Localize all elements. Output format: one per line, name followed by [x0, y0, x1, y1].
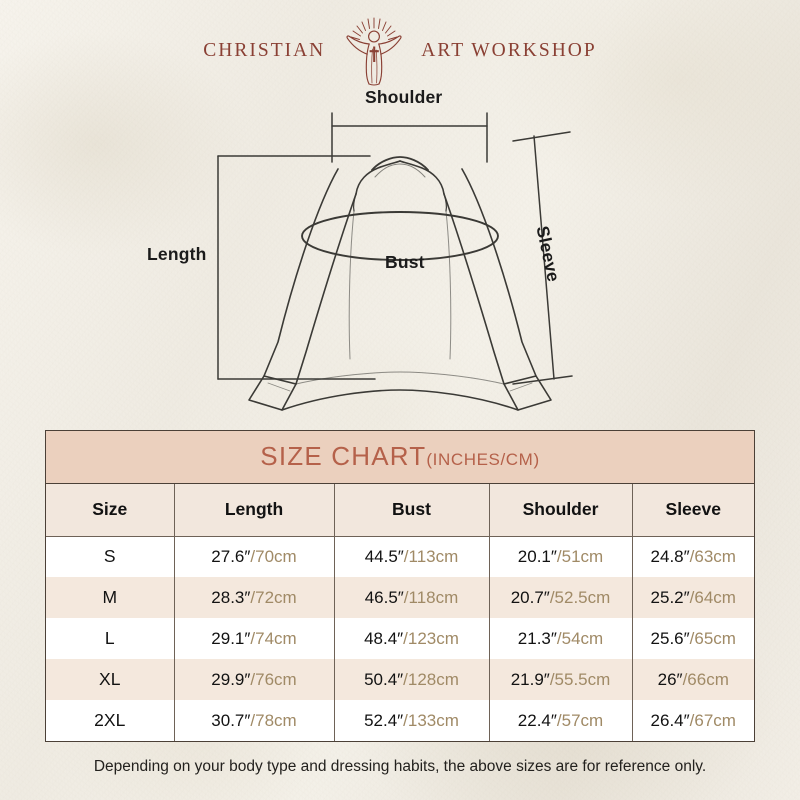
value-cm: /133cm — [403, 710, 459, 730]
table-header-row: Size Length Bust Shoulder Sleeve — [46, 484, 754, 537]
cell-bust: 50.4″/128cm — [333, 659, 489, 700]
value-inches: 20.1″ — [517, 546, 557, 566]
value-inches: 44.5″ — [364, 546, 404, 566]
cell-sleeve: 24.8″/63cm — [631, 536, 754, 577]
column-header-shoulder: Shoulder — [488, 484, 632, 537]
table-row: M 28.3″/72cm 46.5″/118cm 20.7″/52.5cm 25.2″/… — [46, 577, 754, 618]
value-cm: /70cm — [250, 546, 297, 566]
size-chart-title-main: SIZE CHART — [260, 441, 427, 471]
value-inches: 29.1″ — [211, 628, 251, 648]
risen-christ-with-cross-icon — [331, 15, 417, 87]
value-inches: 46.5″ — [364, 587, 404, 607]
garment-measurement-diagram: Shoulder Length Bust Sleeve — [110, 84, 690, 414]
value-cm: /78cm — [250, 710, 297, 730]
value-inches: 29.9″ — [211, 669, 251, 689]
cell-shoulder: 21.3″/54cm — [488, 618, 632, 659]
table-row: S 27.6″/70cm 44.5″/113cm 20.1″/51cm 24.8″/63… — [46, 536, 754, 577]
value-inches: 25.6″ — [650, 628, 690, 648]
cell-length: 29.1″/74cm — [173, 618, 334, 659]
size-chart-disclaimer: Depending on your body type and dressing… — [93, 758, 707, 775]
value-cm: /74cm — [250, 628, 297, 648]
cell-shoulder: 22.4″/57cm — [488, 700, 632, 741]
value-inches: 21.3″ — [517, 628, 557, 648]
brand-word-right: ART WORKSHOP — [421, 40, 597, 61]
cell-length: 29.9″/76cm — [173, 659, 334, 700]
value-cm: /65cm — [689, 628, 736, 648]
cell-size: S — [46, 536, 174, 577]
value-inches: 52.4″ — [364, 710, 404, 730]
value-inches: 26.4″ — [650, 710, 690, 730]
cell-size: 2XL — [46, 700, 174, 741]
size-chart-title: SIZE CHART(INCHES/CM) — [46, 431, 754, 484]
cell-bust: 46.5″/118cm — [333, 577, 489, 618]
cell-length: 30.7″/78cm — [173, 700, 334, 741]
value-cm: /64cm — [689, 587, 736, 607]
column-header-size: Size — [46, 484, 174, 537]
cell-sleeve: 25.6″/65cm — [631, 618, 754, 659]
value-inches: 28.3″ — [211, 587, 251, 607]
diagram-label-length: Length — [147, 244, 207, 264]
value-cm: /66cm — [682, 669, 729, 689]
column-header-sleeve: Sleeve — [631, 484, 754, 537]
value-cm: /54cm — [556, 628, 604, 648]
value-cm: /128cm — [403, 669, 459, 689]
cell-sleeve: 26.4″/67cm — [631, 700, 754, 741]
table-row: 2XL 30.7″/78cm 52.4″/133cm 22.4″/57cm 26.4″/… — [46, 700, 754, 741]
cell-bust: 44.5″/113cm — [333, 536, 489, 577]
value-cm: /123cm — [403, 628, 459, 648]
value-inches: 22.4″ — [517, 710, 557, 730]
brand-header: CHRISTIAN — [0, 14, 800, 88]
value-inches: 48.4″ — [364, 628, 404, 648]
value-cm: /67cm — [689, 710, 736, 730]
brand-word-left: CHRISTIAN — [203, 40, 326, 61]
value-inches: 30.7″ — [211, 710, 251, 730]
value-cm: /57cm — [556, 710, 604, 730]
cell-shoulder: 21.9″/55.5cm — [488, 659, 632, 700]
cell-length: 28.3″/72cm — [173, 577, 334, 618]
value-inches: 24.8″ — [650, 546, 690, 566]
value-cm: /63cm — [689, 546, 736, 566]
column-header-length: Length — [173, 484, 334, 537]
cell-size: M — [46, 577, 174, 618]
diagram-label-shoulder: Shoulder — [365, 87, 443, 107]
value-inches: 26″ — [657, 669, 683, 689]
cell-bust: 48.4″/123cm — [333, 618, 489, 659]
cell-shoulder: 20.1″/51cm — [488, 536, 632, 577]
value-cm: /113cm — [403, 546, 459, 566]
value-cm: /55.5cm — [549, 669, 611, 689]
table-row: L 29.1″/74cm 48.4″/123cm 21.3″/54cm 25.6″/65… — [46, 618, 754, 659]
value-inches: 50.4″ — [364, 669, 404, 689]
size-chart-title-unit: (INCHES/CM) — [426, 450, 540, 469]
cell-length: 27.6″/70cm — [173, 536, 334, 577]
cell-bust: 52.4″/133cm — [333, 700, 489, 741]
value-cm: /51cm — [556, 546, 604, 566]
cell-sleeve: 26″/66cm — [631, 659, 754, 700]
value-inches: 25.2″ — [650, 587, 690, 607]
value-inches: 21.9″ — [510, 669, 550, 689]
column-header-bust: Bust — [333, 484, 489, 537]
value-inches: 27.6″ — [211, 546, 251, 566]
size-chart: SIZE CHART(INCHES/CM) Size Length Bust S… — [45, 430, 755, 742]
value-cm: /118cm — [403, 587, 459, 607]
cell-size: XL — [46, 659, 174, 700]
cell-size: L — [46, 618, 174, 659]
diagram-label-bust: Bust — [385, 252, 425, 272]
cell-sleeve: 25.2″/64cm — [631, 577, 754, 618]
value-cm: /52.5cm — [549, 587, 611, 607]
cell-shoulder: 20.7″/52.5cm — [488, 577, 632, 618]
table-row: XL 29.9″/76cm 50.4″/128cm 21.9″/55.5cm 26″/6… — [46, 659, 754, 700]
value-cm: /72cm — [250, 587, 297, 607]
value-cm: /76cm — [250, 669, 297, 689]
value-inches: 20.7″ — [510, 587, 550, 607]
size-chart-table: Size Length Bust Shoulder Sleeve S 27.6″/… — [46, 484, 754, 741]
